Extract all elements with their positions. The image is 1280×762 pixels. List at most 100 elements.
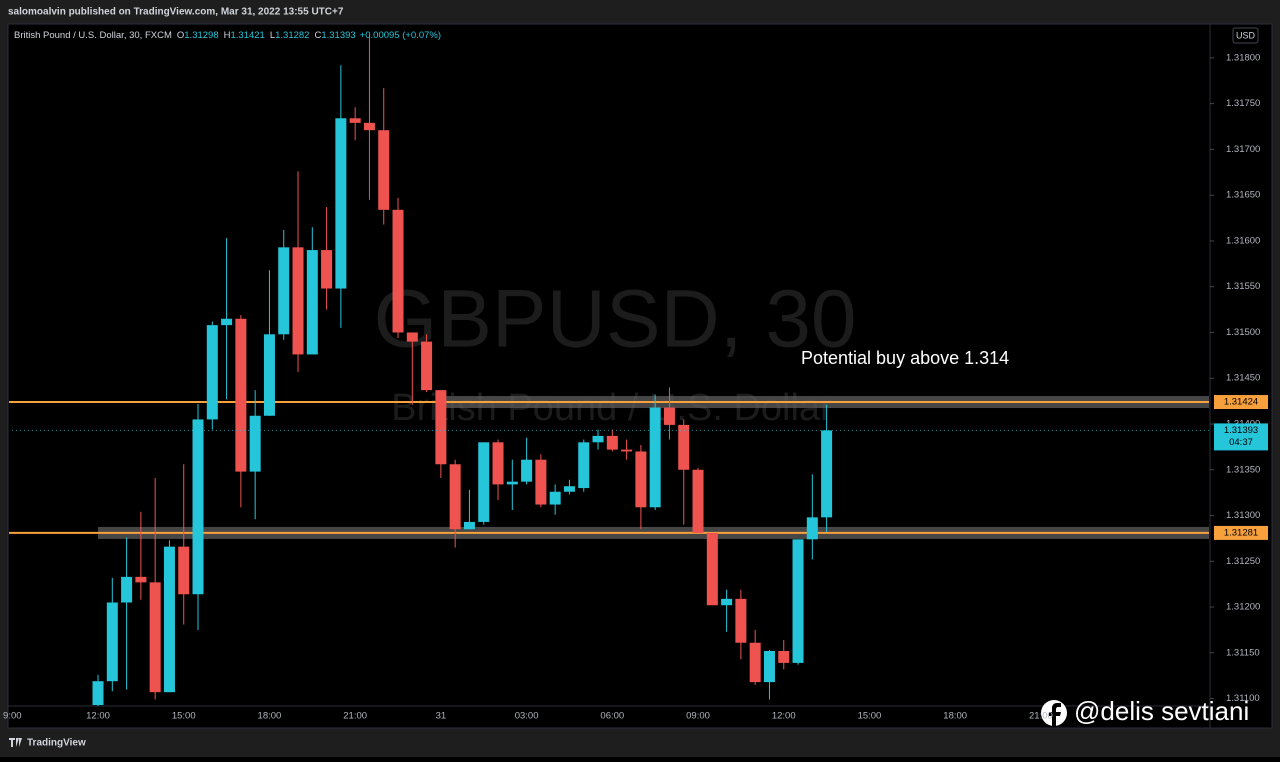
y-tick-label: 1.31500: [1226, 327, 1260, 338]
symbol-legend: British Pound / U.S. Dollar, 30, FXCM O1.…: [14, 30, 441, 41]
y-tick-label: 1.31700: [1226, 144, 1260, 155]
chart-frame: [7, 23, 1273, 729]
x-tick-label: 12:00: [86, 711, 110, 722]
level-label-box: [1214, 525, 1268, 540]
logo-text: TradingView: [27, 738, 86, 749]
candle-body: [449, 464, 461, 530]
candle-body: [435, 390, 447, 465]
legend-item: 1.31421: [230, 30, 264, 41]
candle-body: [821, 430, 833, 518]
candle-body: [492, 442, 504, 485]
y-tick-label: 1.31250: [1226, 556, 1260, 567]
candle-body: [635, 451, 647, 508]
x-tick-label: 21:00: [1029, 711, 1053, 722]
candle-body: [335, 118, 347, 289]
candle-body: [563, 486, 575, 492]
candle-body: [292, 247, 304, 355]
candle-body: [663, 407, 675, 425]
level-label-box: [1214, 395, 1268, 410]
y-tick-label: 1.31300: [1226, 510, 1260, 521]
y-tick-label: 1.31350: [1226, 464, 1260, 475]
candle-body: [363, 122, 375, 131]
candle-body: [206, 325, 218, 420]
candle-body: [92, 681, 104, 705]
candle-body: [421, 341, 433, 391]
candle-body: [649, 407, 661, 508]
candle-body: [406, 332, 418, 342]
y-tick-label: 1.31800: [1226, 52, 1260, 63]
candle-body: [349, 118, 361, 123]
legend-item: 1.31298: [184, 30, 218, 41]
candle-body: [606, 435, 618, 450]
y-tick-label: 1.31150: [1226, 647, 1260, 658]
x-tick-label: 15:00: [858, 711, 882, 722]
candle-body: [806, 517, 818, 540]
candle-body: [178, 546, 190, 595]
level-label: 1.31281: [1224, 527, 1258, 538]
candle-body: [521, 459, 533, 482]
x-tick-label: 9:00: [3, 711, 22, 722]
candle-body: [463, 521, 475, 530]
y-tick-label: 1.31450: [1226, 373, 1260, 384]
plot: [9, 34, 1209, 706]
y-tick-label: 1.31600: [1226, 235, 1260, 246]
candle-body: [478, 442, 490, 522]
candle-body: [321, 250, 333, 289]
candle-body: [749, 642, 761, 683]
legend-item: +0.00095 (+0.07%): [360, 30, 441, 41]
legend-item: C: [314, 30, 321, 41]
x-tick-label: 21:00: [343, 711, 367, 722]
currency-button[interactable]: [1232, 27, 1259, 44]
candle-body: [163, 546, 175, 693]
last-price-box: [1214, 423, 1268, 451]
candle-body: [506, 481, 518, 485]
candle-body: [792, 539, 804, 663]
candle-body: [578, 442, 590, 489]
x-tick-label: 06:00: [600, 711, 624, 722]
candle-body: [221, 318, 233, 326]
candle-body: [192, 419, 204, 595]
credit: @delis sevtiani: [1041, 696, 1249, 727]
countdown: 04:37: [1229, 437, 1253, 448]
facebook-f: [1049, 703, 1061, 727]
candle-body: [735, 598, 747, 643]
legend-item: 1.31393: [321, 30, 355, 41]
legend-item: O: [177, 30, 184, 41]
footer-logo: TradingView: [9, 738, 86, 749]
candle-body: [535, 459, 547, 505]
y-tick-label: 1.31200: [1226, 602, 1260, 613]
x-tick-label: 18:00: [943, 711, 967, 722]
candle-body: [778, 650, 790, 663]
candle-body: [549, 491, 561, 505]
candle-body: [392, 209, 404, 333]
candle-body: [306, 250, 318, 355]
x-tick-label: 18:00: [258, 711, 282, 722]
x-tick-label: 03:00: [515, 711, 539, 722]
candle-body: [235, 318, 247, 472]
candle-body: [678, 424, 690, 470]
annotation: Potential buy above 1.314: [801, 348, 1009, 368]
candle-body: [592, 435, 604, 443]
legend-item: British Pound / U.S. Dollar, 30, FXCM: [14, 30, 172, 41]
candle-body: [135, 576, 147, 583]
x-tick-label: 12:00: [772, 711, 796, 722]
watermark-symbol: GBPUSD, 30: [373, 274, 856, 365]
level-label: 1.31424: [1224, 397, 1258, 408]
candle-body: [249, 415, 261, 472]
x-tick-label: 31: [436, 711, 447, 722]
y-tick-label: 1.31100: [1226, 693, 1260, 704]
publisher: salomoalvin published on TradingView.com…: [8, 7, 344, 18]
credit-text: @delis sevtiani: [1074, 696, 1249, 726]
candle-body: [278, 247, 290, 335]
y-tick-label: 1.31750: [1226, 98, 1260, 109]
currency[interactable]: USD: [1236, 30, 1256, 40]
watermark: GBPUSD, 30 British Pound / U.S. Dollar: [373, 274, 856, 429]
y-tick-label: 1.31650: [1226, 190, 1260, 201]
logo-icon: [9, 738, 22, 747]
candle-body: [721, 598, 733, 606]
y-tick-label: 1.31550: [1226, 281, 1260, 292]
candle-body: [378, 130, 390, 210]
x-tick-label: 09:00: [686, 711, 710, 722]
